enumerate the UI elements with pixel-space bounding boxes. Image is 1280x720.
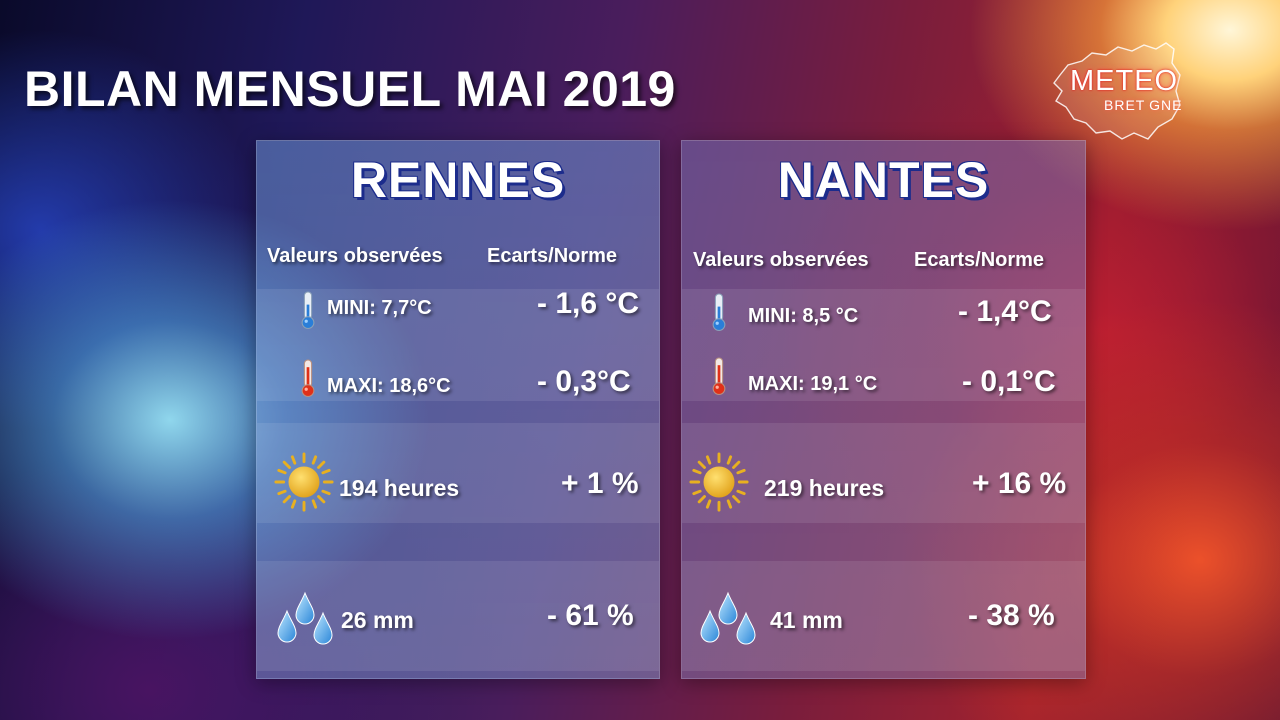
maxi-deviation: - 0,1°C: [962, 365, 1056, 398]
mini-label: MINI: 8,5 °C: [748, 305, 859, 327]
band-rain: [682, 561, 1085, 671]
sunshine-label: 194 heures: [339, 475, 460, 501]
header-deviation: Ecarts/Norme: [487, 245, 618, 267]
page-title: BILAN MENSUEL MAI 2019: [24, 61, 676, 117]
city-name: NANTES: [777, 152, 990, 208]
band-temperature: [257, 289, 659, 401]
city-card-rennes: RENNES Valeurs observées Ecarts/Norme MI…: [256, 140, 660, 679]
rain-label: 41 mm: [770, 607, 843, 633]
band-temperature: [682, 289, 1085, 401]
logo-text-bretagne: BRET GNE: [1104, 97, 1183, 113]
maxi-label: MAXI: 19,1 °C: [748, 373, 878, 395]
maxi-deviation: - 0,3°C: [537, 365, 631, 398]
header-observed: Valeurs observées: [693, 249, 869, 271]
band-sunshine: [682, 423, 1085, 523]
header-deviation: Ecarts/Norme: [914, 249, 1045, 271]
rain-label: 26 mm: [341, 607, 414, 633]
brittany-map-icon: [1053, 42, 1181, 140]
logo-text-meteo: METEO: [1070, 65, 1179, 97]
mini-deviation: - 1,6 °C: [537, 287, 640, 320]
sunshine-label: 219 heures: [764, 475, 885, 501]
rain-deviation: - 38 %: [968, 599, 1055, 632]
maxi-label: MAXI: 18,6°C: [327, 375, 451, 397]
thermometer-hot-icon: [299, 357, 317, 399]
city-name: RENNES: [350, 152, 566, 208]
header-observed: Valeurs observées: [267, 245, 443, 267]
thermometer-cold-icon: [299, 289, 317, 331]
sun-icon: [688, 451, 750, 513]
mini-label: MINI: 7,7°C: [327, 297, 432, 319]
thermometer-cold-icon: [710, 291, 728, 333]
mini-deviation: - 1,4°C: [958, 295, 1052, 328]
meteo-bretagne-logo: METEO BRET GNE: [1048, 35, 1198, 145]
sunshine-deviation: + 1 %: [561, 467, 639, 500]
sun-icon: [273, 451, 335, 513]
thermometer-hot-icon: [710, 355, 728, 397]
sunshine-deviation: + 16 %: [972, 467, 1067, 500]
rain-deviation: - 61 %: [547, 599, 634, 632]
rain-drops-icon: [273, 591, 337, 647]
city-card-nantes: NANTES Valeurs observées Ecarts/Norme MI…: [681, 140, 1086, 679]
rain-drops-icon: [696, 591, 760, 647]
